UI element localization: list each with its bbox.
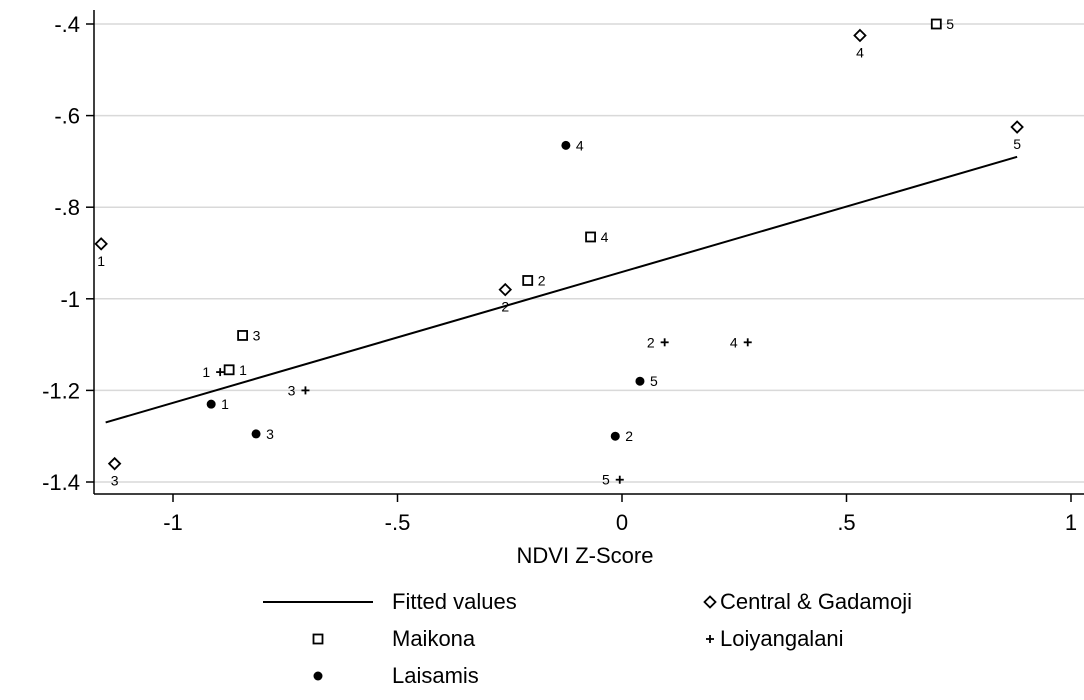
legend-label-loiyangalani: Loiyangalani [720,626,844,651]
x-axis-title: NDVI Z-Score [517,543,654,568]
legend-marker-maikona [314,635,323,644]
fitted-line-group [106,157,1017,423]
point-label: 2 [538,272,546,288]
x-tick-label: .5 [837,510,855,535]
point-laisamis [252,429,261,438]
x-tick-label: -1 [163,510,183,535]
point-label: 2 [625,428,633,444]
y-tick-label: -1 [60,287,80,312]
point-label: 5 [946,16,954,32]
fitted-values-line [106,157,1017,423]
y-tick-label: -.6 [54,104,80,129]
y-tick-label: -.8 [54,195,80,220]
x-tick-label: 0 [616,510,628,535]
point-maikona [586,232,595,241]
point-laisamis [207,400,216,409]
point-central-gadamoji [500,284,511,295]
gridlines [94,24,1084,482]
point-laisamis [611,432,620,441]
point-loiyangalani [661,338,669,346]
legend-label-maikona: Maikona [392,626,476,651]
point-central-gadamoji [96,238,107,249]
legend-marker-loiyangalani [706,635,714,643]
legend-label-fitted-values: Fitted values [392,589,517,614]
point-loiyangalani [216,368,224,376]
ticks: -.4 -.6 -.8 -1 -1.2 -1.4 -1 -.5 0 .5 1 [42,12,1077,535]
point-central-gadamoji [109,458,120,469]
point-label: 1 [239,362,247,378]
point-label: 4 [730,334,738,350]
x-tick-label: -.5 [385,510,411,535]
point-label: 5 [650,373,658,389]
point-label: 1 [97,253,105,269]
point-label: 2 [501,299,509,315]
point-label: 1 [221,396,229,412]
point-label: 4 [856,44,864,60]
point-laisamis [561,141,570,150]
y-tick-label: -.4 [54,12,80,37]
point-label: 3 [266,426,274,442]
legend-label-central-gadamoji: Central & Gadamoji [720,589,912,614]
point-label: 3 [253,327,261,343]
point-central-gadamoji [1012,122,1023,133]
point-label: 5 [602,472,610,488]
point-label: 3 [288,382,296,398]
point-label: 1 [202,364,210,380]
point-maikona [238,331,247,340]
point-label: 3 [111,473,119,489]
point-loiyangalani [744,338,752,346]
point-maikona [225,365,234,374]
point-label: 5 [1013,136,1021,152]
legend: Fitted values Central & Gadamoji Maikona Lo… [263,589,912,688]
x-tick-label: 1 [1065,510,1077,535]
axes [94,10,1084,494]
point-loiyangalani [301,386,309,394]
y-tick-label: -1.4 [42,470,80,495]
legend-label-laisamis: Laisamis [392,663,479,688]
point-label: 4 [576,137,584,153]
point-maikona [932,20,941,29]
point-label: 2 [647,334,655,350]
point-central-gadamoji [854,30,865,41]
legend-marker-laisamis [314,672,323,681]
legend-marker-central-gadamoji [705,597,716,608]
point-label: 4 [601,229,609,245]
data-points: 1 2 3 4 5 1 2 3 4 5 1 2 3 4 5 1 2 3 4 5 [96,16,1023,489]
point-laisamis [635,377,644,386]
point-maikona [523,276,532,285]
y-tick-label: -1.2 [42,378,80,403]
